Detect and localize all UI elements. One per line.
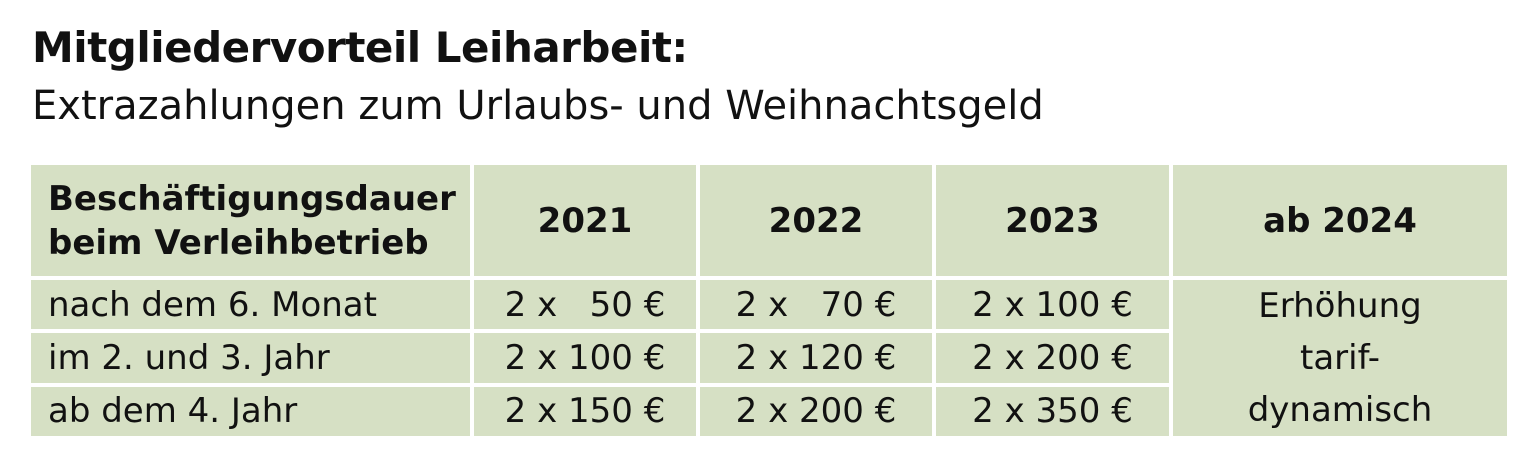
tariff-dynamic-note: Erhöhung tarif- dynamisch [1169,276,1511,440]
table-cell: 2 x 70 € [696,275,936,334]
header-year-2023: 2023 [932,161,1173,280]
table-cell: 2 x 120 € [696,329,936,387]
table-cell: 2 x 150 € [470,382,700,441]
row-label: ab dem 4. Jahr [27,382,474,441]
table-cell: 2 x 200 € [696,382,936,441]
header-employment-duration: Beschäftigungsdauer beim Verleihbetrieb [27,161,474,280]
page-subtitle: Extrazahlungen zum Urlaubs- und Weihnach… [32,83,1044,129]
page-title: Mitgliedervorteil Leiharbeit: [32,23,688,72]
header-label-line-2: beim Verleihbetrieb [48,222,429,263]
table-row: ab dem 4. Jahr 2 x 150 € 2 x 200 € 2 x 3… [27,382,1509,441]
note-line: dynamisch [1247,390,1433,430]
row-label: nach dem 6. Monat [27,275,474,334]
table-cell: 2 x 350 € [932,382,1173,441]
benefits-table: Beschäftigungsdauer beim Verleihbetrieb … [27,161,1511,441]
header-year-2021: 2021 [470,161,700,280]
table-row: im 2. und 3. Jahr 2 x 100 € 2 x 120 € 2 … [27,329,1509,387]
note-line: Erhöhung [1258,286,1422,326]
row-label: im 2. und 3. Jahr [27,329,474,387]
table-cell: 2 x 100 € [470,329,700,387]
header-label-line-1: Beschäftigungsdauer [48,178,456,219]
note-line: tarif- [1300,338,1380,378]
header-year-from-2024: ab 2024 [1169,161,1511,280]
table-header-row: Beschäftigungsdauer beim Verleihbetrieb … [27,161,1511,280]
table-row: nach dem 6. Monat 2 x 50 € 2 x 70 € 2 x … [27,275,1511,440]
header-year-2022: 2022 [696,161,936,280]
table-cell: 2 x 50 € [470,275,700,334]
table-cell: 2 x 100 € [932,275,1173,334]
table-cell: 2 x 200 € [932,329,1173,387]
